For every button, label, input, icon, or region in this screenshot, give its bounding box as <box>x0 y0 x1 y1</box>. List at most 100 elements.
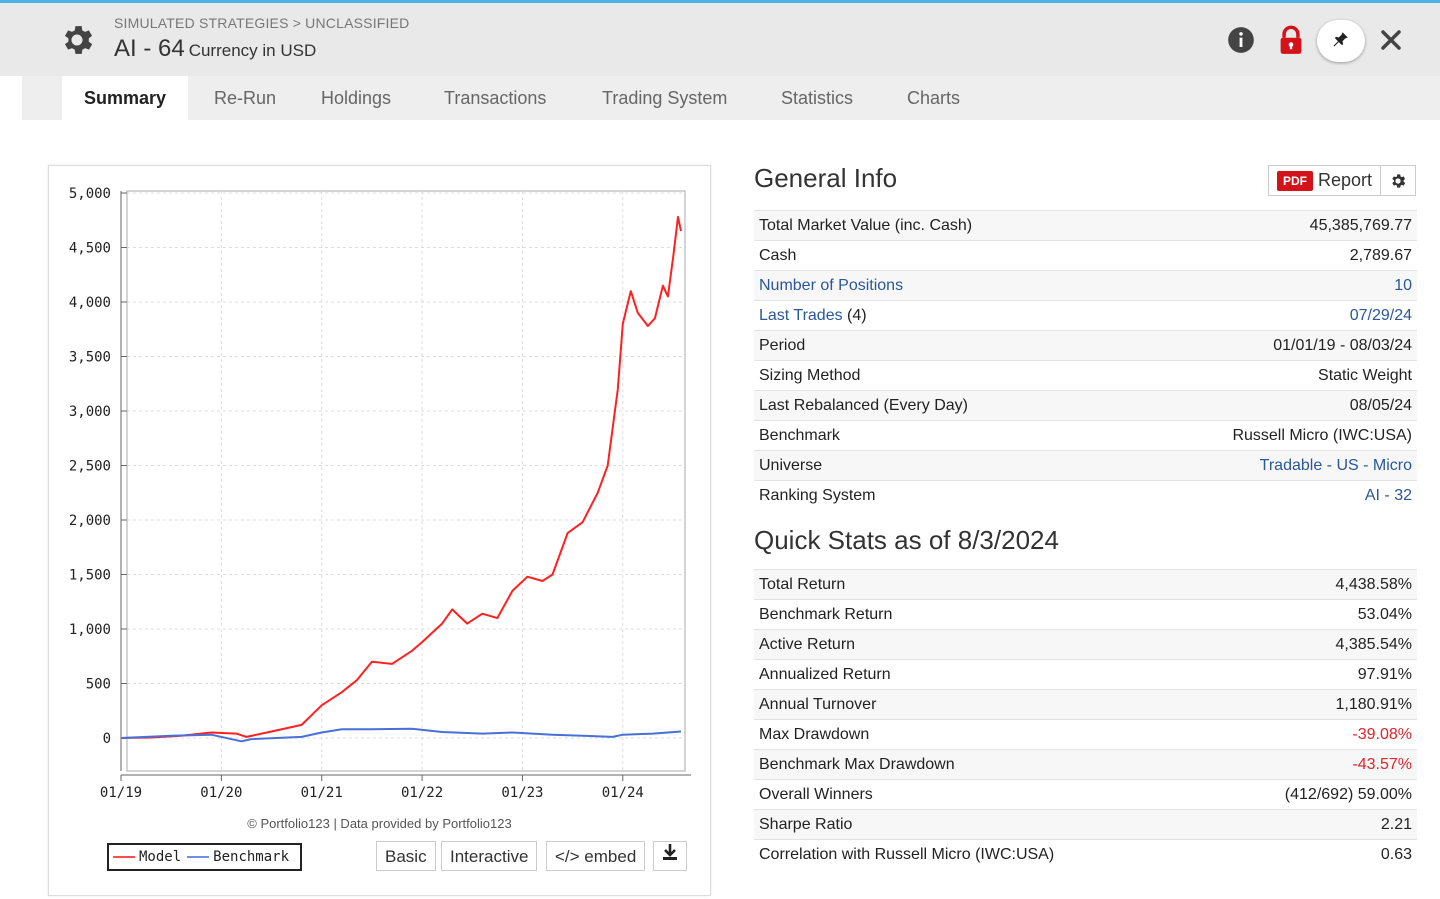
general-info-title: General Info <box>754 163 898 193</box>
quick-stats-value: 4,438.58% <box>1211 569 1417 600</box>
quick-stats-table: Total Return 4,438.58% Benchmark Return 53.… <box>754 569 1417 869</box>
legend-model-label: Model <box>139 849 182 865</box>
general-info-row: Last Trades (4) 07/29/24 <box>754 300 1417 331</box>
page-title: AI - 64 Currency in USD <box>114 35 316 63</box>
gear-icon[interactable] <box>58 21 96 59</box>
embed-button[interactable]: </> embed <box>546 841 646 871</box>
general-info-label[interactable]: Last Trades (4) <box>754 300 1113 331</box>
tab-trading-system[interactable]: Trading System <box>602 88 728 108</box>
basic-button[interactable]: Basic <box>376 841 436 871</box>
quick-stats-value: 4,385.54% <box>1211 629 1417 660</box>
chart-legend: Model Benchmark <box>107 843 302 871</box>
quick-stats-row: Correlation with Russell Micro (IWC:USA)… <box>754 839 1417 869</box>
quick-stats-row: Max Drawdown -39.08% <box>754 719 1417 750</box>
general-info-row: Sizing Method Static Weight <box>754 360 1417 391</box>
quick-stats-row: Active Return 4,385.54% <box>754 629 1417 660</box>
tab-bar: Summary Re-Run Holdings Transactions Tra… <box>22 76 1440 120</box>
tab-statistics[interactable]: Statistics <box>781 88 854 108</box>
y-tick-label: 0 <box>103 731 111 747</box>
tab-holdings[interactable]: Holdings <box>321 88 392 108</box>
download-button[interactable] <box>653 841 687 871</box>
general-info-row: Benchmark Russell Micro (IWC:USA) <box>754 420 1417 451</box>
general-info-label: Ranking System <box>754 480 1113 510</box>
legend-benchmark-label: Benchmark <box>213 849 290 865</box>
quick-stats-label: Benchmark Return <box>754 599 1212 630</box>
quick-stats-value: 1,180.91% <box>1211 689 1417 720</box>
quick-stats-value: (412/692) 59.00% <box>1211 779 1417 810</box>
quick-stats-label: Annualized Return <box>754 659 1212 690</box>
close-icon[interactable] <box>1376 25 1406 55</box>
quick-stats-value: 0.63 <box>1211 839 1417 869</box>
general-info-label: Sizing Method <box>754 360 1113 391</box>
lock-icon[interactable] <box>1276 25 1306 55</box>
general-info-value: 2,789.67 <box>1112 240 1417 271</box>
quick-stats-row: Annualized Return 97.91% <box>754 659 1417 690</box>
series-line-benchmark <box>120 727 682 743</box>
quick-stats-row: Benchmark Return 53.04% <box>754 599 1417 630</box>
quick-stats-label: Overall Winners <box>754 779 1212 810</box>
general-info-value: 01/01/19 - 08/03/24 <box>1112 330 1417 361</box>
general-info-row: Number of Positions 10 <box>754 270 1417 301</box>
general-info-value[interactable]: AI - 32 <box>1112 480 1417 510</box>
general-info-label: Benchmark <box>754 420 1113 451</box>
y-tick-label: 1,500 <box>69 568 111 584</box>
quick-stats-label: Active Return <box>754 629 1212 660</box>
legend-model-line <box>113 856 135 858</box>
quick-stats-label: Annual Turnover <box>754 689 1212 720</box>
top-accent-line <box>0 0 1440 3</box>
plot-area <box>126 190 686 772</box>
quick-stats-value: 97.91% <box>1211 659 1417 690</box>
general-info-value[interactable]: 07/29/24 <box>1112 300 1417 331</box>
report-settings-gear-icon[interactable] <box>1380 166 1415 195</box>
interactive-button[interactable]: Interactive <box>441 841 538 871</box>
y-tick-label: 1,000 <box>69 622 111 638</box>
quick-stats-row: Annual Turnover 1,180.91% <box>754 689 1417 720</box>
general-info-value: 45,385,769.77 <box>1112 210 1417 241</box>
legend-model[interactable]: Model <box>113 849 181 865</box>
quick-stats-row: Sharpe Ratio 2.21 <box>754 809 1417 840</box>
general-info-value: Russell Micro (IWC:USA) <box>1112 420 1417 451</box>
y-tick-label: 4,000 <box>69 295 111 311</box>
tab-rerun[interactable]: Re-Run <box>214 88 277 108</box>
x-tick-label: 01/23 <box>501 785 543 801</box>
chart-panel: 0 500 1,000 1,500 2,000 2,500 3,000 3,500 4,000 4… <box>48 165 711 896</box>
currency-label: Currency in USD <box>188 41 317 60</box>
general-info-row: Last Rebalanced (Every Day) 08/05/24 <box>754 390 1417 421</box>
pdf-badge: PDF <box>1277 170 1313 191</box>
download-icon <box>662 841 678 871</box>
general-info-label: Total Market Value (inc. Cash) <box>754 210 1113 241</box>
general-info-value[interactable]: 10 <box>1112 270 1417 301</box>
info-icon[interactable] <box>1226 25 1256 55</box>
quick-stats-value: 53.04% <box>1211 599 1417 630</box>
tab-summary[interactable]: Summary <box>62 76 189 120</box>
quick-stats-label: Correlation with Russell Micro (IWC:USA) <box>754 839 1212 869</box>
x-tick-label: 01/20 <box>200 785 242 801</box>
general-info-label: Last Rebalanced (Every Day) <box>754 390 1113 421</box>
report-button[interactable]: PDF Report <box>1268 165 1416 196</box>
legend-benchmark-line <box>187 856 210 858</box>
general-info-value: Static Weight <box>1112 360 1417 391</box>
y-tick-label: 4,500 <box>69 241 111 257</box>
strategy-name: AI - 64 <box>114 35 185 62</box>
quick-stats-value: -39.08% <box>1211 719 1417 750</box>
quick-stats-row: Benchmark Max Drawdown -43.57% <box>754 749 1417 780</box>
quick-stats-label: Benchmark Max Drawdown <box>754 749 1212 780</box>
performance-chart: 0 500 1,000 1,500 2,000 2,500 3,000 3,500 4,000 4… <box>69 186 691 801</box>
tab-charts[interactable]: Charts <box>907 88 961 108</box>
general-info-label: Period <box>754 330 1113 361</box>
general-info-value[interactable]: Tradable - US - Micro <box>1112 450 1417 481</box>
general-info-label[interactable]: Number of Positions <box>754 270 1113 301</box>
tab-transactions[interactable]: Transactions <box>444 88 547 108</box>
x-tick-label: 01/24 <box>602 785 644 801</box>
y-tick-label: 2,500 <box>69 459 111 475</box>
quick-stats-row: Overall Winners (412/692) 59.00% <box>754 779 1417 810</box>
x-tick-label: 01/22 <box>401 785 443 801</box>
pin-button[interactable] <box>1317 20 1365 62</box>
legend-benchmark[interactable]: Benchmark <box>187 849 289 865</box>
y-tick-label: 3,000 <box>69 404 111 420</box>
general-info-row: Total Market Value (inc. Cash) 45,385,769… <box>754 210 1417 241</box>
y-tick-label: 500 <box>86 677 111 693</box>
chart-credit: © Portfolio123 | Data provided by Portfo… <box>247 816 512 831</box>
quick-stats-label: Total Return <box>754 569 1212 600</box>
breadcrumb[interactable]: SIMULATED STRATEGIES > UNCLASSIFIED <box>114 15 410 31</box>
